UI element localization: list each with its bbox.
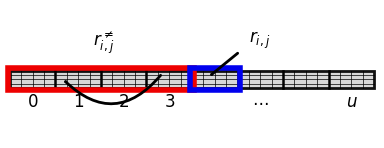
Text: $r_{i,j}$: $r_{i,j}$ bbox=[249, 30, 270, 52]
Bar bbox=[190, 68, 240, 90]
Text: $2$: $2$ bbox=[118, 94, 129, 111]
Text: $1$: $1$ bbox=[73, 94, 84, 111]
FancyArrowPatch shape bbox=[66, 75, 161, 104]
Bar bbox=[8, 68, 194, 90]
FancyArrowPatch shape bbox=[212, 53, 238, 75]
Text: $u$: $u$ bbox=[346, 94, 358, 111]
Text: $3$: $3$ bbox=[164, 94, 175, 111]
Text: $r_{i,j}^{\neq}$: $r_{i,j}^{\neq}$ bbox=[93, 29, 114, 56]
Text: $\cdots$: $\cdots$ bbox=[252, 94, 269, 111]
Bar bbox=[10, 71, 374, 88]
Text: $0$: $0$ bbox=[27, 94, 38, 111]
